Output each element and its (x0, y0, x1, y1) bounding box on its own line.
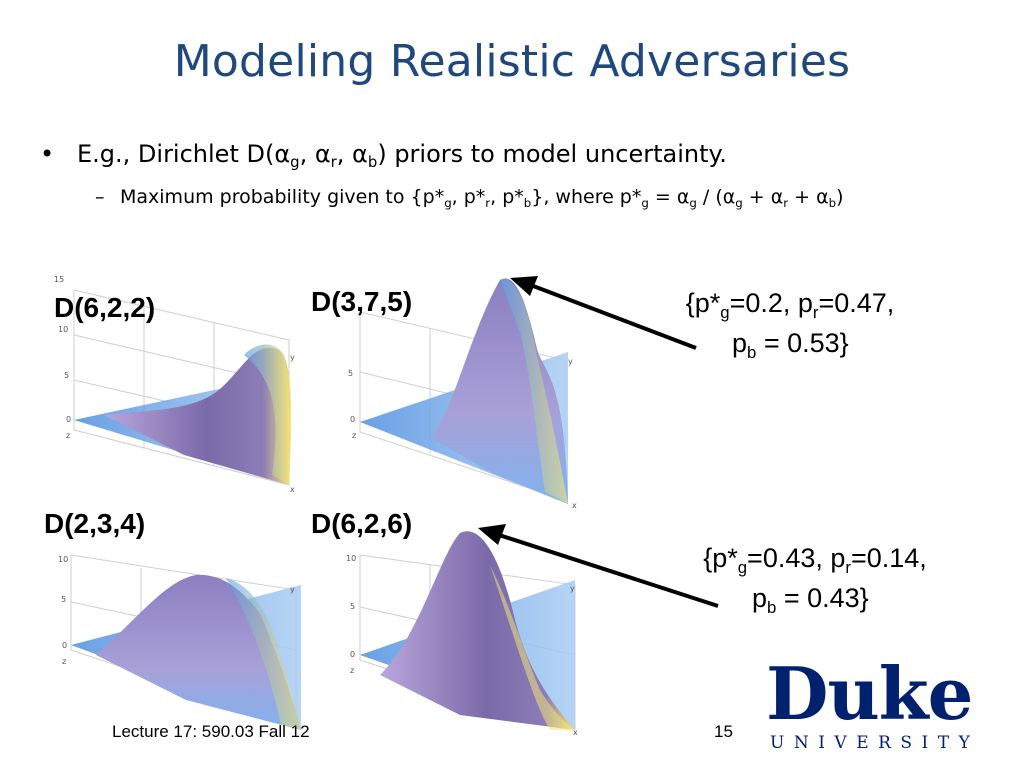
svg-text:5: 5 (348, 369, 353, 378)
svg-text:5: 5 (61, 595, 66, 604)
surface-plot-d626: 10 5 0 z y x (346, 531, 578, 737)
svg-text:10: 10 (58, 555, 68, 564)
svg-text:0: 0 (350, 415, 355, 424)
svg-text:y: y (290, 353, 295, 362)
plot-label-d234: D(2,3,4) (44, 508, 146, 539)
surface-plot-d234: 10 5 0 z y (58, 554, 301, 730)
sub-bullet-marker: – (95, 186, 105, 208)
sub-bullet-text: Maximum probability given to {p*g, p*r, … (120, 186, 844, 211)
surface-plot-d622: 15 10 5 0 z y x (54, 275, 295, 494)
svg-text:x: x (572, 501, 577, 510)
footer-lecture: Lecture 17: 590.03 Fall 12 (112, 722, 310, 741)
svg-text:x: x (290, 485, 295, 494)
svg-text:10: 10 (346, 554, 356, 563)
arrow-bottom (478, 524, 719, 608)
svg-text:y: y (290, 585, 295, 594)
logo-subtitle: UNIVERSITY (770, 733, 980, 753)
svg-text:y: y (568, 357, 573, 366)
svg-text:x: x (573, 728, 578, 737)
page-number: 15 (714, 722, 733, 741)
svg-text:0: 0 (62, 641, 67, 650)
annotation-bottom-line2: pb = 0.43} (752, 583, 869, 617)
annotation-bottom-line1: {p*g=0.43, pr=0.14, (703, 543, 927, 577)
plot-label-d626: D(6,2,6) (311, 508, 413, 539)
annotation-top: {p*g=0.2, pr=0.47, pb = 0.53} (640, 283, 940, 363)
svg-text:z: z (350, 666, 354, 675)
surface-plot-d375: 5 0 z y x (348, 278, 577, 510)
arrow-top (510, 276, 697, 350)
svg-text:15: 15 (54, 275, 64, 284)
svg-text:5: 5 (64, 371, 69, 380)
bullet-marker: • (40, 140, 55, 168)
annotation-top-line2: pb = 0.53} (732, 328, 849, 362)
slide-title: Modeling Realistic Adversaries (173, 36, 851, 87)
svg-text:y: y (570, 584, 575, 593)
logo-word: Duke (766, 651, 973, 736)
bullet-text: E.g., Dirichlet D(αg, αr, αb) priors to … (77, 140, 727, 172)
svg-text:5: 5 (350, 602, 355, 611)
annotation-bottom: {p*g=0.43, pr=0.14, pb = 0.43} (655, 538, 975, 618)
svg-text:z: z (62, 657, 66, 666)
svg-text:10: 10 (58, 325, 68, 334)
plot-label-d375: D(3,7,5) (311, 286, 413, 317)
annotation-top-line1: {p*g=0.2, pr=0.47, (685, 288, 895, 322)
svg-text:0: 0 (350, 650, 355, 659)
svg-text:z: z (352, 431, 356, 440)
duke-logo: Duke UNIVERSITY (758, 651, 1008, 755)
plot-label-d622: D(6,2,2) (54, 292, 156, 323)
svg-text:0: 0 (66, 415, 71, 424)
svg-text:z: z (66, 431, 70, 440)
